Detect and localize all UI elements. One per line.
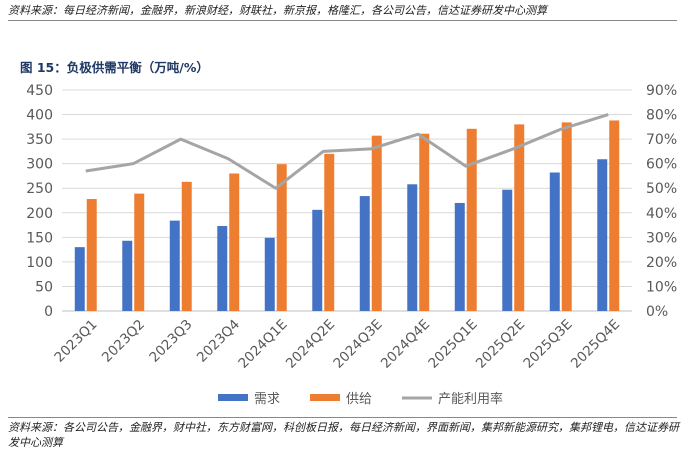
demand-bar bbox=[549, 172, 560, 311]
x-tick-label: 2025Q1E bbox=[425, 317, 480, 372]
demand-bar bbox=[264, 237, 275, 311]
supply-bar bbox=[419, 133, 430, 311]
right-tick-label: 0% bbox=[646, 304, 668, 320]
left-tick-label: 300 bbox=[26, 157, 53, 173]
x-tick-label: 2024Q2E bbox=[283, 317, 338, 372]
x-tick-label: 2024Q3E bbox=[330, 317, 385, 372]
supply-bar bbox=[609, 120, 620, 312]
x-tick-label: 2025Q3E bbox=[520, 317, 575, 372]
left-tick-label: 0 bbox=[44, 304, 53, 320]
right-tick-label: 20% bbox=[646, 255, 677, 271]
left-tick-label: 250 bbox=[26, 181, 53, 197]
demand-bar bbox=[217, 226, 228, 311]
demand-bar bbox=[502, 189, 513, 311]
supply-bar bbox=[514, 124, 525, 311]
left-tick-label: 450 bbox=[26, 83, 53, 99]
axis-layer: 0 50 100 150 200 250 300 350 400 450 0% 10% 20% 30% 40… bbox=[26, 83, 677, 372]
legend-label: 需求 bbox=[254, 392, 280, 407]
legend-swatch-supply bbox=[310, 394, 340, 401]
right-tick-label: 60% bbox=[646, 157, 677, 173]
top-divider bbox=[8, 20, 677, 21]
left-tick-label: 350 bbox=[26, 132, 53, 148]
legend: 需求 供给 产能利用率 bbox=[218, 391, 503, 407]
bottom-divider bbox=[8, 417, 677, 418]
x-tick-label: 2023Q2 bbox=[99, 317, 148, 366]
source-note-bottom: 资料来源：各公司公告，金融界，财中社，东方财富网，科创板日报，每日经济新闻，界面… bbox=[8, 421, 679, 449]
supply-bar bbox=[86, 199, 97, 311]
demand-bar bbox=[359, 196, 370, 311]
x-tick-label: 2025Q4E bbox=[568, 317, 623, 372]
demand-bar bbox=[454, 202, 465, 311]
right-tick-label: 10% bbox=[646, 279, 677, 295]
supply-bar bbox=[466, 128, 477, 311]
x-tick-label: 2023Q3 bbox=[146, 317, 195, 366]
left-tick-label: 400 bbox=[26, 108, 53, 124]
supply-bar bbox=[229, 173, 240, 311]
supply-bar bbox=[561, 122, 572, 311]
left-tick-label: 150 bbox=[26, 230, 53, 246]
supply-bar bbox=[371, 135, 382, 311]
utilization-line bbox=[85, 113, 609, 190]
demand-bar bbox=[312, 209, 323, 311]
x-tick-label: 2024Q1E bbox=[235, 317, 290, 372]
demand-bar bbox=[407, 184, 418, 311]
bar-layer bbox=[74, 120, 620, 312]
left-tick-label: 50 bbox=[35, 279, 53, 295]
demand-bar bbox=[122, 240, 133, 311]
right-tick-label: 50% bbox=[646, 181, 677, 197]
legend-label: 供给 bbox=[346, 392, 372, 407]
grid-layer bbox=[62, 89, 632, 312]
source-note-top: 资料来源：每日经济新闻，金融界，新浪财经，财联社，新京报，格隆汇，各公司公告，信… bbox=[8, 4, 547, 17]
right-tick-label: 40% bbox=[646, 206, 677, 222]
x-tick-label: 2024Q4E bbox=[378, 317, 433, 372]
right-tick-label: 80% bbox=[646, 108, 677, 124]
legend-label: 产能利用率 bbox=[438, 391, 503, 407]
right-tick-label: 70% bbox=[646, 132, 677, 148]
x-tick-label: 2023Q1 bbox=[51, 317, 100, 366]
line-layer bbox=[85, 113, 609, 190]
x-tick-label: 2025Q2E bbox=[473, 317, 528, 372]
demand-bar bbox=[597, 159, 608, 311]
demand-bar bbox=[74, 247, 85, 311]
supply-bar bbox=[134, 193, 145, 311]
supply-bar bbox=[324, 153, 335, 311]
figure-title: 图 15：负极供需平衡（万吨/%） bbox=[20, 60, 209, 75]
legend-swatch-demand bbox=[218, 394, 248, 401]
right-tick-label: 90% bbox=[646, 83, 677, 99]
left-tick-label: 100 bbox=[26, 255, 53, 271]
supply-bar bbox=[181, 181, 192, 311]
left-tick-label: 200 bbox=[26, 206, 53, 222]
demand-bar bbox=[169, 220, 180, 311]
right-tick-label: 30% bbox=[646, 230, 677, 246]
x-tick-label: 2023Q4 bbox=[194, 317, 243, 366]
supply-bar bbox=[276, 164, 287, 311]
